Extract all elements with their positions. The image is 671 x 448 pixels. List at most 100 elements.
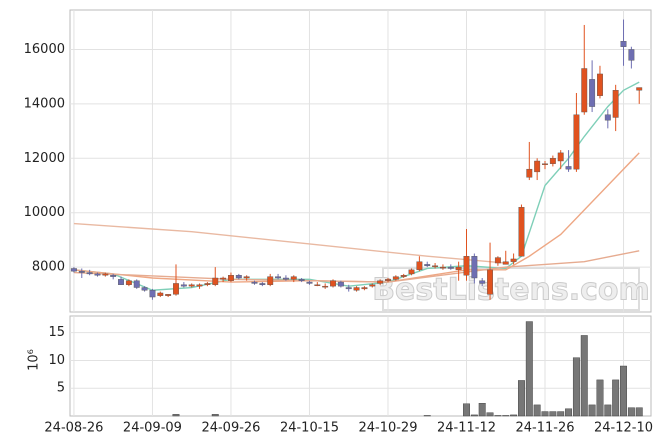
volume-bar [588, 404, 596, 417]
y-tick-label: 10000 [24, 205, 65, 220]
volume-tick-label: 15 [48, 325, 65, 340]
candle-body [361, 287, 368, 290]
candle-body [353, 287, 360, 291]
candle-body [463, 256, 470, 276]
volume-bar [612, 379, 620, 417]
candle-body [494, 257, 501, 264]
candle-body [542, 163, 548, 165]
volume-frame [69, 315, 652, 417]
x-tick-label: 24-11-12 [437, 421, 496, 436]
x-tick-label: 24-12-10 [594, 421, 653, 436]
candle-body [471, 256, 478, 279]
candle-body [243, 276, 250, 279]
volume-bar [423, 415, 431, 417]
volume-axis-label: 10⁶ [27, 349, 42, 371]
candle-body [125, 280, 132, 285]
watermark-box [382, 267, 640, 311]
candle-body [102, 273, 109, 276]
volume-bar [580, 335, 588, 417]
candle-body [149, 290, 156, 298]
candle-body [70, 268, 77, 272]
candle-body [314, 284, 321, 286]
candle-body [235, 275, 242, 279]
y-tick-label: 14000 [24, 96, 65, 111]
candle-body [267, 276, 274, 285]
candle-body [306, 281, 313, 284]
candle-body [565, 166, 572, 170]
volume-bar [565, 408, 573, 417]
candle-body [220, 277, 227, 280]
candle-body [385, 279, 391, 281]
volume-bar [463, 403, 470, 417]
candle-body [604, 114, 611, 121]
candle-body [620, 41, 627, 47]
volume-bar [172, 414, 180, 417]
candle-body [173, 283, 179, 295]
candle-body [377, 280, 384, 284]
candle-body [479, 280, 486, 284]
candle-body [322, 285, 329, 288]
candle-body [628, 49, 635, 61]
candle-body [408, 269, 415, 275]
volume-bar [557, 411, 565, 417]
candle-body [204, 283, 211, 285]
volume-bar [518, 380, 525, 417]
moving-average [73, 222, 506, 264]
candle-body [188, 284, 195, 287]
volume-bar [620, 365, 627, 417]
volume-bar [596, 379, 604, 417]
y-tick-label: 12000 [24, 151, 65, 166]
candle-body [212, 277, 219, 285]
candle-body [337, 281, 344, 287]
candle-body [118, 279, 124, 285]
volume-bar [470, 414, 478, 417]
candle-body [228, 275, 234, 281]
volume-bar [502, 415, 510, 417]
volume-tick-label: 5 [57, 381, 65, 396]
moving-average [73, 81, 640, 291]
candle-body [86, 272, 93, 275]
volume-bar [510, 414, 518, 417]
volume-tick-label: 10 [48, 353, 65, 368]
candle-body [259, 283, 266, 285]
volume-bar [533, 404, 541, 417]
candle-body [439, 266, 446, 269]
candle-body [447, 266, 454, 269]
candle-body [526, 168, 533, 178]
x-tick-label: 24-11-26 [515, 421, 574, 436]
candle-body [369, 284, 376, 287]
volume-bar [604, 404, 612, 417]
candle-body [392, 276, 399, 280]
volume-bar [635, 407, 643, 417]
candle-body [78, 270, 85, 273]
candle-body [612, 90, 619, 118]
candle-body [487, 269, 493, 295]
candle-body [424, 264, 431, 266]
x-tick-label: 24-09-09 [123, 421, 182, 436]
candle-body [636, 87, 643, 91]
x-tick-label: 24-10-15 [280, 421, 339, 436]
moving-average [73, 152, 640, 283]
volume-bar [486, 412, 494, 417]
candle-body [455, 266, 462, 271]
candle-body [282, 277, 289, 280]
candle-body [110, 275, 117, 277]
candle-body [290, 276, 297, 280]
candle-body [196, 284, 203, 287]
candle-body [510, 258, 517, 262]
candle-body [275, 276, 282, 279]
candle-body [400, 275, 407, 277]
candle-body [157, 292, 164, 296]
volume-bar [627, 407, 635, 417]
volume-bar [525, 321, 533, 417]
x-tick-label: 24-10-29 [358, 421, 417, 436]
candle-body [432, 265, 439, 267]
volume-bar [549, 411, 557, 417]
candle-body [141, 287, 148, 291]
candle-body [581, 68, 588, 113]
candle-body [180, 284, 187, 287]
candle-body [589, 79, 596, 107]
x-tick-label: 24-08-26 [44, 421, 103, 436]
y-tick-label: 8000 [32, 260, 65, 275]
